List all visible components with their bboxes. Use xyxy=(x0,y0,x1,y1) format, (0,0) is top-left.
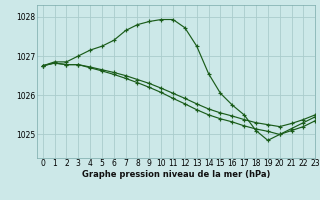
X-axis label: Graphe pression niveau de la mer (hPa): Graphe pression niveau de la mer (hPa) xyxy=(82,170,270,179)
